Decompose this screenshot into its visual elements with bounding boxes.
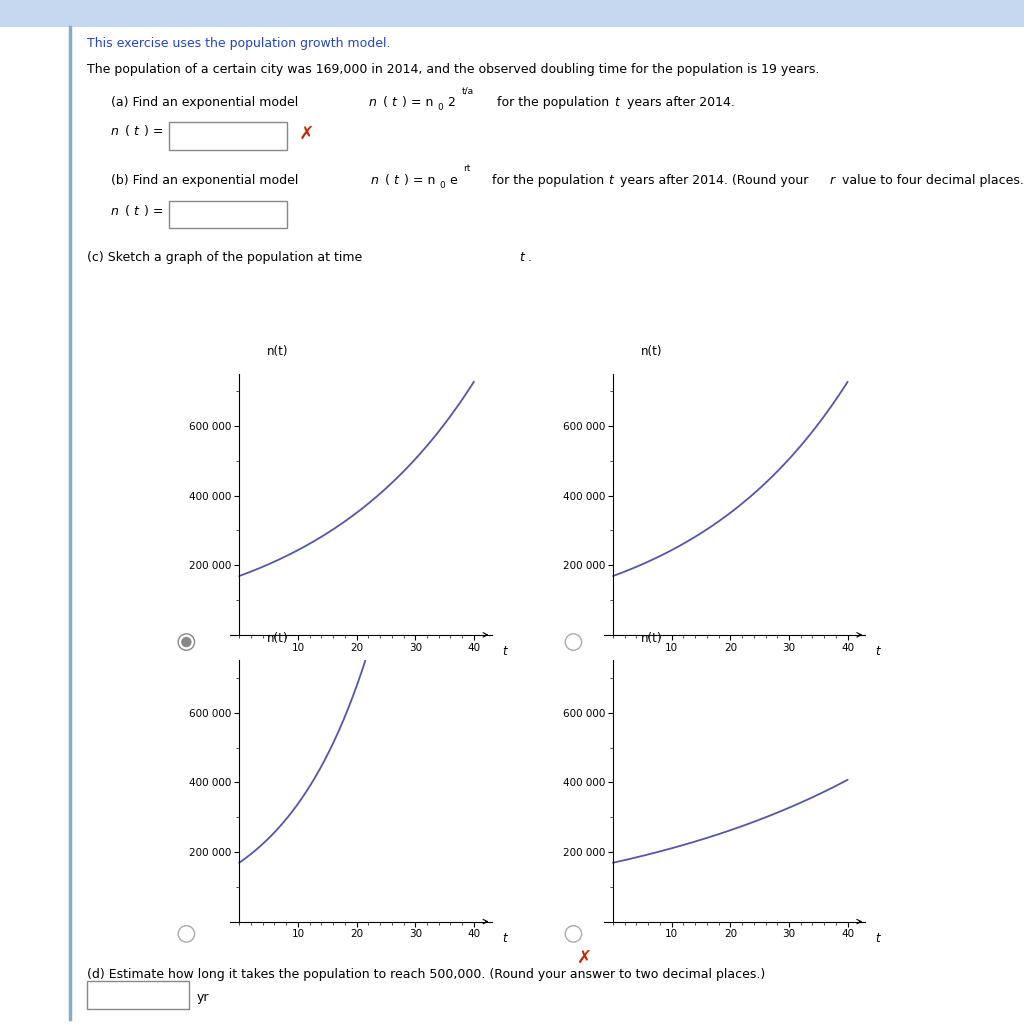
Text: t: t: [133, 205, 138, 218]
Text: t: t: [502, 932, 507, 945]
Text: n(t): n(t): [640, 632, 662, 645]
Text: t: t: [133, 125, 138, 138]
Text: value to four decimal places.): value to four decimal places.): [838, 174, 1024, 187]
Text: (: (: [383, 96, 388, 110]
Text: t: t: [393, 174, 398, 187]
Text: years after 2014. (Round your: years after 2014. (Round your: [616, 174, 813, 187]
Text: ) = n: ) = n: [402, 96, 434, 110]
Text: The population of a certain city was 169,000 in 2014, and the observed doubling : The population of a certain city was 169…: [87, 63, 819, 77]
Text: for the population: for the population: [484, 174, 608, 187]
Text: t: t: [876, 645, 881, 658]
Text: ) =: ) =: [144, 205, 164, 218]
Text: for the population: for the population: [489, 96, 613, 110]
Text: t: t: [519, 251, 524, 264]
Text: 2: 2: [447, 96, 456, 110]
Text: ) = n: ) = n: [404, 174, 436, 187]
Text: rt: rt: [463, 164, 470, 173]
Text: n: n: [369, 96, 377, 110]
Text: This exercise uses the population growth model.: This exercise uses the population growth…: [87, 37, 390, 50]
Text: ✗: ✗: [577, 949, 592, 968]
Text: n: n: [111, 125, 119, 138]
Text: n(t): n(t): [266, 345, 288, 358]
Text: t/a: t/a: [462, 86, 474, 95]
Text: t: t: [876, 932, 881, 945]
Text: (: (: [385, 174, 390, 187]
Text: 0: 0: [437, 103, 443, 113]
Text: n: n: [111, 205, 119, 218]
Text: e: e: [450, 174, 458, 187]
Text: years after 2014.: years after 2014.: [623, 96, 734, 110]
Text: yr: yr: [197, 991, 209, 1005]
Text: t: t: [391, 96, 396, 110]
Text: t: t: [502, 645, 507, 658]
Text: (: (: [125, 205, 130, 218]
Text: (: (: [125, 125, 130, 138]
Text: (a) Find an exponential model: (a) Find an exponential model: [111, 96, 306, 110]
Text: t: t: [614, 96, 620, 110]
Text: .: .: [527, 251, 531, 264]
Bar: [0, 0, 1024, 27]
Text: (c) Sketch a graph of the population at time: (c) Sketch a graph of the population at …: [87, 251, 367, 264]
Text: (d) Estimate how long it takes the population to reach 500,000. (Round your answ: (d) Estimate how long it takes the popul…: [87, 968, 765, 981]
Text: r: r: [829, 174, 835, 187]
FancyBboxPatch shape: [169, 122, 287, 150]
FancyBboxPatch shape: [169, 201, 287, 228]
Circle shape: [182, 638, 190, 646]
Text: n(t): n(t): [640, 345, 662, 358]
Text: n(t): n(t): [266, 632, 288, 645]
Text: 0: 0: [439, 181, 445, 190]
Text: ) =: ) =: [144, 125, 164, 138]
Text: t: t: [608, 174, 613, 187]
FancyBboxPatch shape: [87, 981, 189, 1009]
Text: (b) Find an exponential model: (b) Find an exponential model: [111, 174, 306, 187]
Text: n: n: [371, 174, 379, 187]
Text: ✗: ✗: [293, 125, 314, 143]
